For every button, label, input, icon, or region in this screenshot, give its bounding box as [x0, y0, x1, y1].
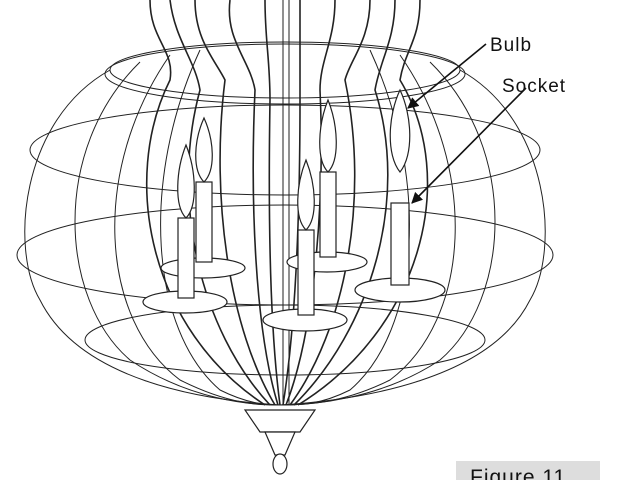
socket-arrow — [411, 87, 527, 204]
bulb-label: Bulb — [490, 35, 532, 56]
figure-caption: Figure 11 — [470, 466, 566, 480]
bulb-arrow — [407, 43, 487, 109]
caption-box — [456, 461, 600, 480]
socket-label: Socket — [502, 76, 566, 97]
chandelier-drawing — [16, 0, 554, 475]
